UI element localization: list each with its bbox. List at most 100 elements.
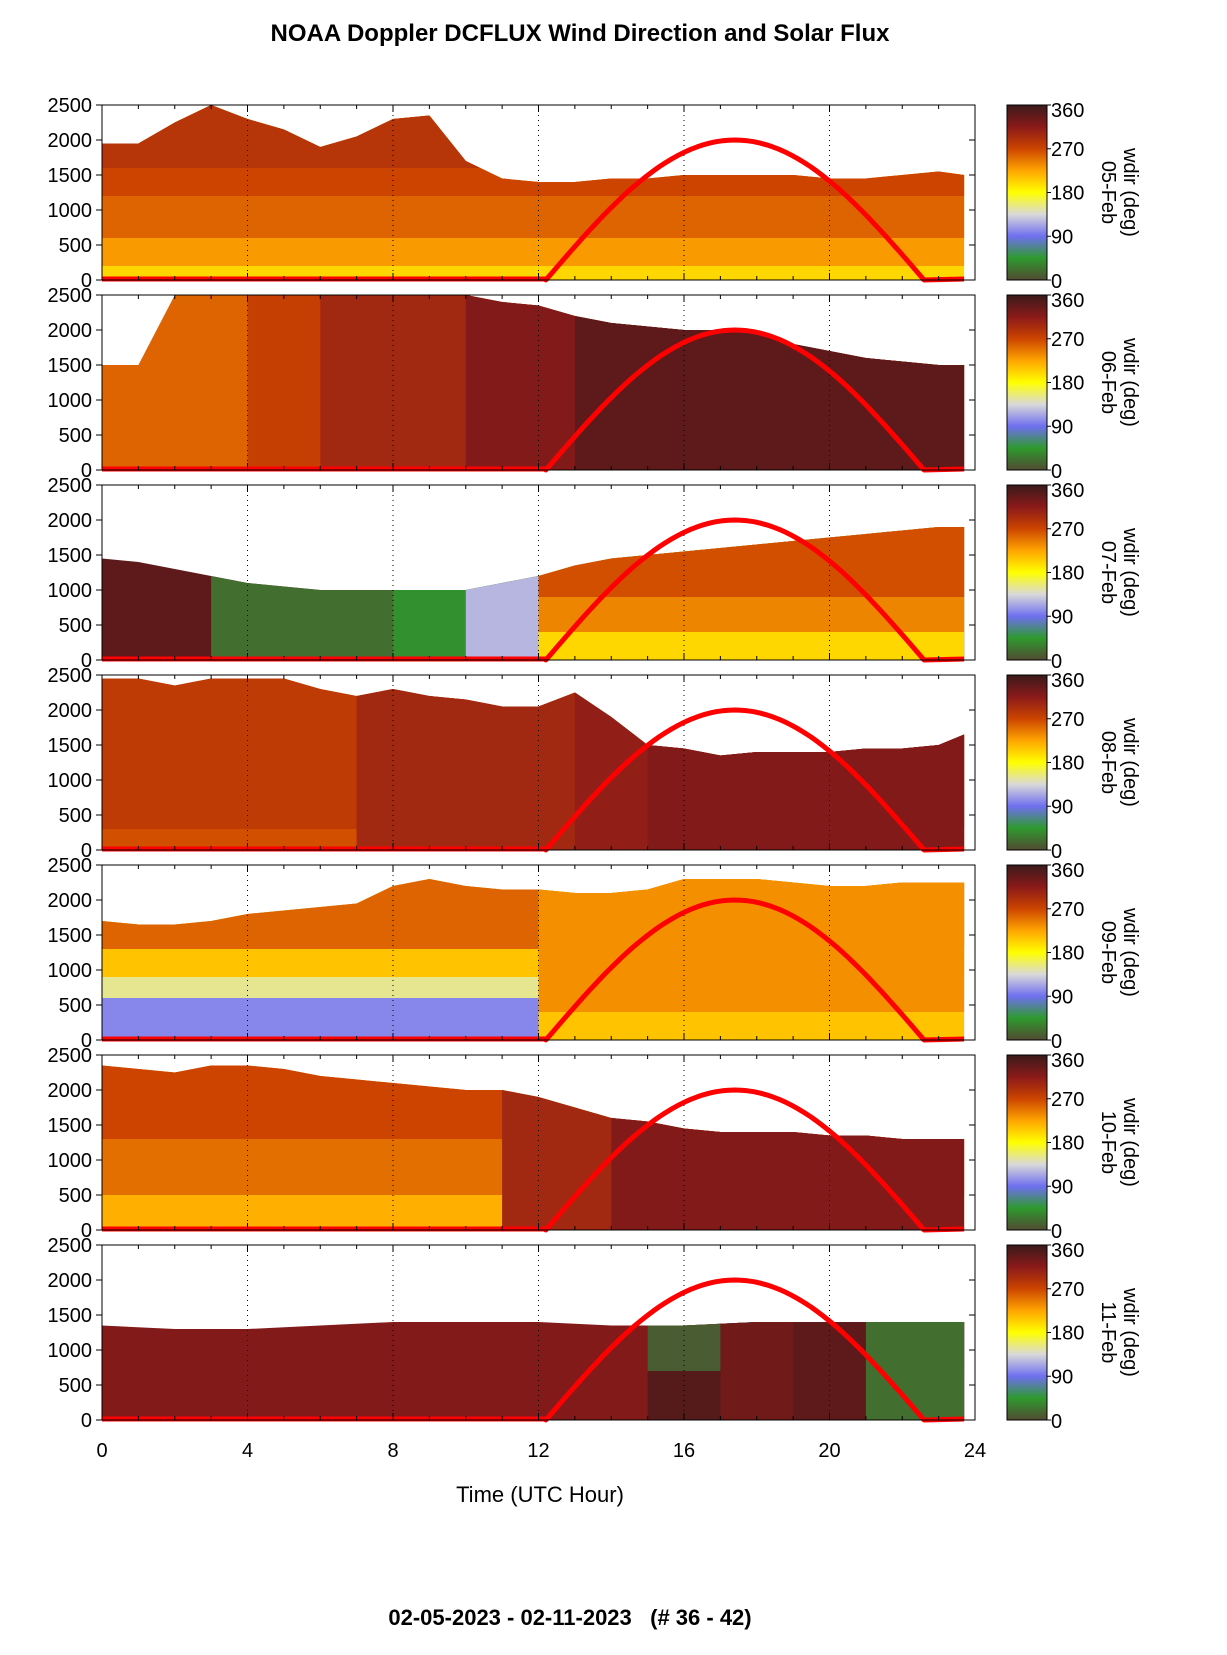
y-tick-label: 2000: [48, 1270, 93, 1292]
y-tick-label: 0: [81, 270, 92, 292]
y-tick-label: 2500: [48, 665, 93, 687]
x-tick-label: 8: [387, 1440, 398, 1462]
y-tick-label: 0: [81, 460, 92, 482]
panel-date-label: 06-Feb: [1097, 351, 1119, 414]
y-tick-label: 2000: [48, 700, 93, 722]
colorbar: 0 90 180 270 360 wdir (deg)10-Feb: [1006, 1050, 1141, 1243]
solar-flux-curve: [102, 707, 965, 853]
colorbar: 0 90 180 270 360 wdir (deg)09-Feb: [1006, 860, 1141, 1053]
solar-flux-curve: [102, 897, 965, 1043]
y-tick-label: 1000: [48, 390, 93, 412]
y-tick-label: 1500: [48, 355, 93, 377]
colorbar-tick-label: 90: [1051, 416, 1073, 438]
colorbar-label: wdir (deg)10-Feb: [1097, 1097, 1141, 1187]
solar-flux-curve: [102, 327, 965, 473]
y-tick-label: 1000: [48, 580, 93, 602]
panel-date-label: 11-Feb: [1097, 1302, 1119, 1364]
y-tick-label: 1000: [48, 960, 93, 982]
x-axis-label: Time (UTC Hour): [456, 1482, 624, 1507]
solar-flux-curve: [102, 1277, 965, 1423]
colorbar-label-units: wdir (deg): [1119, 1287, 1141, 1377]
colorbar-tick-label: 360: [1051, 480, 1084, 502]
colorbar-tick-label: 0: [1051, 271, 1062, 293]
y-tick-label: 2000: [48, 1080, 93, 1102]
solar-flux-curve: [102, 1087, 965, 1233]
panel-09-feb: 0 500 1000 1500 2000 2500 0 90 180 270 360 wdir (de…: [48, 855, 1142, 1053]
colorbar-tick-label: 360: [1051, 1240, 1084, 1262]
colorbar-tick-label: 360: [1051, 860, 1084, 882]
colorbar-tick-label: 270: [1051, 1279, 1084, 1301]
y-tick-label: 1500: [48, 545, 93, 567]
wind-layer: [611, 1065, 965, 1230]
colorbar-tick-label: 180: [1051, 943, 1084, 965]
solar-flux-curve: [102, 137, 965, 283]
panel-date-label: 08-Feb: [1097, 731, 1119, 794]
y-tick-label: 0: [81, 1030, 92, 1052]
colorbar-tick-label: 90: [1051, 1176, 1073, 1198]
y-tick-label: 0: [81, 650, 92, 672]
colorbar-label-units: wdir (deg): [1119, 717, 1141, 807]
y-tick-label: 2000: [48, 320, 93, 342]
y-tick-label: 2500: [48, 1045, 93, 1067]
colorbar-tick-label: 0: [1051, 461, 1062, 483]
colorbar-tick-label: 180: [1051, 183, 1084, 205]
colorbar-label-units: wdir (deg): [1119, 147, 1141, 237]
colorbar-label-units: wdir (deg): [1119, 527, 1141, 617]
colorbar: 0 90 180 270 360 wdir (deg)11-Feb: [1006, 1240, 1141, 1433]
colorbar-label: wdir (deg)06-Feb: [1097, 337, 1141, 427]
wind-layer: [865, 1322, 965, 1420]
panel-date-label: 10-Feb: [1097, 1111, 1119, 1174]
x-tick-label: 24: [964, 1440, 986, 1462]
colorbar-tick-label: 270: [1051, 709, 1084, 731]
y-tick-label: 500: [59, 1185, 92, 1207]
y-tick-label: 500: [59, 995, 92, 1017]
colorbar-tick-label: 360: [1051, 290, 1084, 312]
colorbar-label-units: wdir (deg): [1119, 337, 1141, 427]
y-tick-label: 1000: [48, 200, 93, 222]
colorbar-tick-label: 180: [1051, 1133, 1084, 1155]
y-tick-label: 500: [59, 805, 92, 827]
colorbar-tick-label: 180: [1051, 563, 1084, 585]
colorbar-tick-label: 90: [1051, 796, 1073, 818]
colorbar-tick-label: 270: [1051, 519, 1084, 541]
wind-layer: [102, 105, 965, 168]
wind-layer: [538, 879, 965, 1012]
colorbar-tick-label: 270: [1051, 329, 1084, 351]
panel-06-feb: 0 500 1000 1500 2000 2500 0 90 180 270 360 wdir (de…: [48, 285, 1142, 483]
y-tick-label: 1500: [48, 1115, 93, 1137]
colorbar-rect: [1006, 864, 1048, 1041]
x-tick-label: 20: [818, 1440, 840, 1462]
y-tick-label: 2500: [48, 475, 93, 497]
colorbar-tick-label: 0: [1051, 841, 1062, 863]
y-tick-label: 2000: [48, 130, 93, 152]
colorbar-label-units: wdir (deg): [1119, 1097, 1141, 1187]
y-tick-label: 2500: [48, 1235, 93, 1257]
colorbar-tick-label: 0: [1051, 1031, 1062, 1053]
colorbar: 0 90 180 270 360 wdir (deg)08-Feb: [1006, 670, 1141, 863]
panel-date-label: 07-Feb: [1097, 541, 1119, 604]
colorbar-tick-label: 90: [1051, 986, 1073, 1008]
y-tick-label: 500: [59, 1375, 92, 1397]
colorbar-label: wdir (deg)09-Feb: [1097, 907, 1141, 997]
y-tick-label: 1500: [48, 1305, 93, 1327]
colorbar-tick-label: 360: [1051, 1050, 1084, 1072]
colorbar-tick-label: 0: [1051, 1221, 1062, 1243]
x-axis: 0 4 8 12 16 20 24: [96, 1440, 986, 1462]
y-tick-label: 2500: [48, 285, 93, 307]
wind-direction-field: [102, 1065, 965, 1230]
x-tick-label: 12: [527, 1440, 549, 1462]
colorbar-rect: [1006, 484, 1048, 661]
wind-direction-field: [102, 678, 965, 850]
wind-layer: [538, 527, 965, 597]
wind-layer: [647, 678, 965, 850]
colorbar-rect: [1006, 1054, 1048, 1231]
wind-direction-field: [102, 879, 965, 1040]
y-tick-label: 2000: [48, 510, 93, 532]
y-tick-label: 0: [81, 840, 92, 862]
y-tick-label: 1000: [48, 1150, 93, 1172]
y-tick-label: 500: [59, 615, 92, 637]
colorbar-rect: [1006, 104, 1048, 281]
panel-date-label: 09-Feb: [1097, 921, 1119, 984]
panel-date-label: 05-Feb: [1097, 161, 1119, 224]
y-tick-label: 2500: [48, 855, 93, 877]
